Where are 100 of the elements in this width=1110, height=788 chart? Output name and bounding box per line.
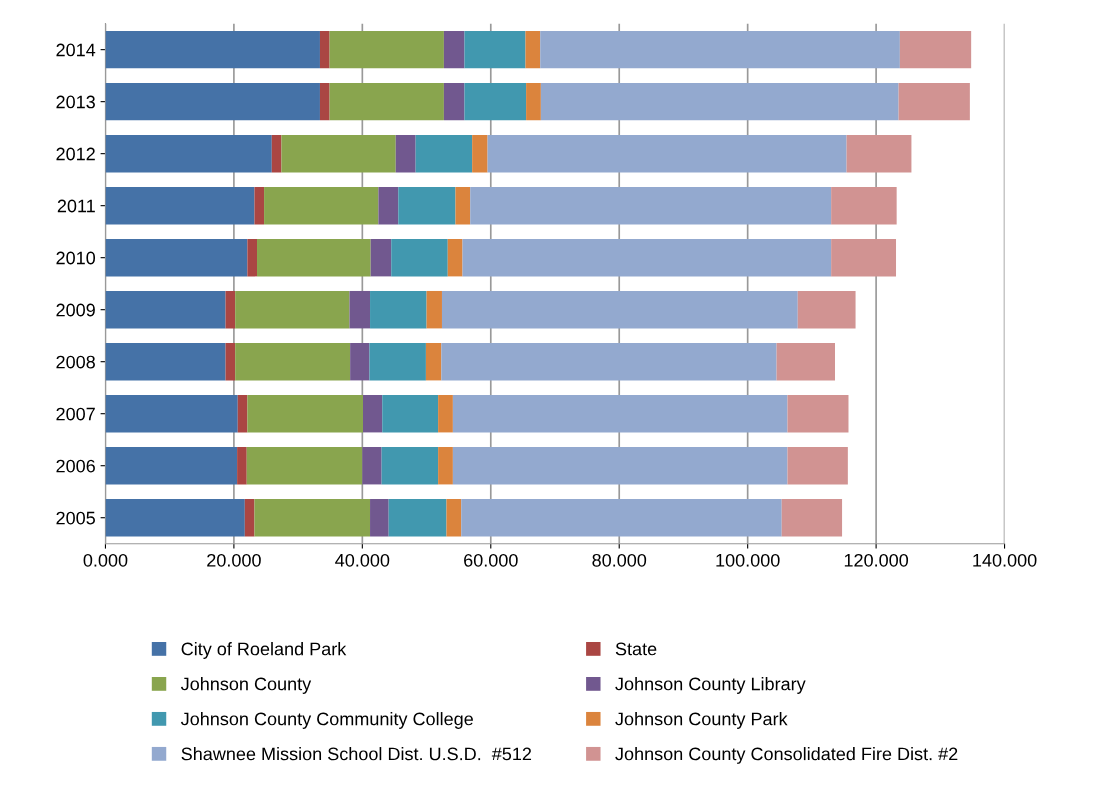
y-tick-label: 2005 <box>56 511 95 525</box>
x-tick-label: 0.000 <box>83 553 128 567</box>
legend-label: Johnson County Library <box>615 677 806 694</box>
bar <box>525 30 541 69</box>
bar <box>464 82 527 121</box>
bar <box>105 290 226 329</box>
bar <box>441 290 798 329</box>
legend-label: State <box>615 642 657 656</box>
bar <box>461 498 782 537</box>
bar <box>391 238 448 277</box>
bar <box>225 342 236 381</box>
bar <box>781 498 843 537</box>
bar <box>526 82 541 121</box>
bar <box>540 82 899 121</box>
bar <box>452 394 788 433</box>
x-tick-label: 40.000 <box>335 553 390 567</box>
bar <box>787 446 848 485</box>
bar <box>254 186 265 225</box>
bar <box>446 498 462 537</box>
bar <box>425 342 442 381</box>
bar <box>415 134 473 173</box>
legend-label: Johnson County Community College <box>180 712 473 729</box>
y-tick-label: 2008 <box>56 355 95 369</box>
bar <box>105 498 245 537</box>
bar <box>395 134 416 173</box>
bar <box>264 186 379 225</box>
bar <box>426 290 442 329</box>
bar <box>362 394 383 433</box>
legend-label: Johnson County Park <box>615 712 788 729</box>
y-tick-label: 2006 <box>56 459 95 473</box>
bar <box>350 342 370 381</box>
x-tick-label: 100.000 <box>716 553 780 567</box>
bar <box>381 446 439 485</box>
bar <box>452 446 788 485</box>
bar <box>540 30 900 69</box>
bar <box>898 82 970 121</box>
bar <box>105 446 238 485</box>
bar <box>831 238 897 277</box>
bar <box>370 238 392 277</box>
bar <box>464 30 526 69</box>
legend-label: Shawnee Mission School Dist. U.S.D. #512 <box>181 747 532 761</box>
bar <box>235 290 350 329</box>
bar <box>247 394 363 433</box>
bar <box>776 342 836 381</box>
bar <box>319 82 330 121</box>
bar <box>257 238 371 277</box>
bar <box>349 290 371 329</box>
y-tick-label: 2007 <box>56 407 95 421</box>
bar <box>441 342 777 381</box>
bar <box>398 186 456 225</box>
bar <box>370 290 427 329</box>
bar <box>797 290 856 329</box>
bar <box>388 498 447 537</box>
bar <box>247 238 258 277</box>
bar <box>462 238 832 277</box>
bar <box>370 498 389 537</box>
bar <box>281 134 396 173</box>
y-tick-label: 2012 <box>56 147 95 161</box>
bar <box>447 238 463 277</box>
y-tick-label: 2009 <box>56 303 95 317</box>
bar <box>487 134 847 173</box>
bar <box>831 186 897 225</box>
bar <box>246 446 363 485</box>
legend-label: Johnson County Consolidated Fire Dist. #2 <box>615 747 958 764</box>
bar <box>438 394 453 433</box>
bar <box>378 186 399 225</box>
bar <box>329 82 444 121</box>
bar <box>438 446 453 485</box>
y-tick-label: 2010 <box>56 251 96 265</box>
bar <box>105 134 272 173</box>
y-tick-label: 2013 <box>56 95 95 109</box>
bar <box>244 498 255 537</box>
x-tick-label: 140.000 <box>973 553 1037 567</box>
bar <box>105 238 248 277</box>
legend-label: Johnson County <box>180 677 312 694</box>
bar <box>105 342 226 381</box>
bar <box>362 446 382 485</box>
bar <box>443 30 465 69</box>
bar <box>225 290 236 329</box>
bar <box>237 446 247 485</box>
bar <box>470 186 832 225</box>
bar <box>787 394 849 433</box>
bar <box>382 394 439 433</box>
bar <box>271 134 282 173</box>
x-tick-label: 120.000 <box>844 553 909 567</box>
legend-label: City of Roeland Park <box>181 642 347 659</box>
bar <box>329 30 444 69</box>
bar <box>846 134 912 173</box>
bar <box>369 342 426 381</box>
y-tick-label: 2011 <box>57 199 95 213</box>
bar <box>105 82 320 121</box>
bar <box>899 30 972 69</box>
bar <box>105 394 238 433</box>
bar <box>237 394 248 433</box>
bar <box>472 134 488 173</box>
bar <box>105 186 255 225</box>
bar <box>105 30 320 69</box>
bar <box>235 342 351 381</box>
x-tick-label: 60.000 <box>464 553 518 567</box>
bar <box>443 82 465 121</box>
